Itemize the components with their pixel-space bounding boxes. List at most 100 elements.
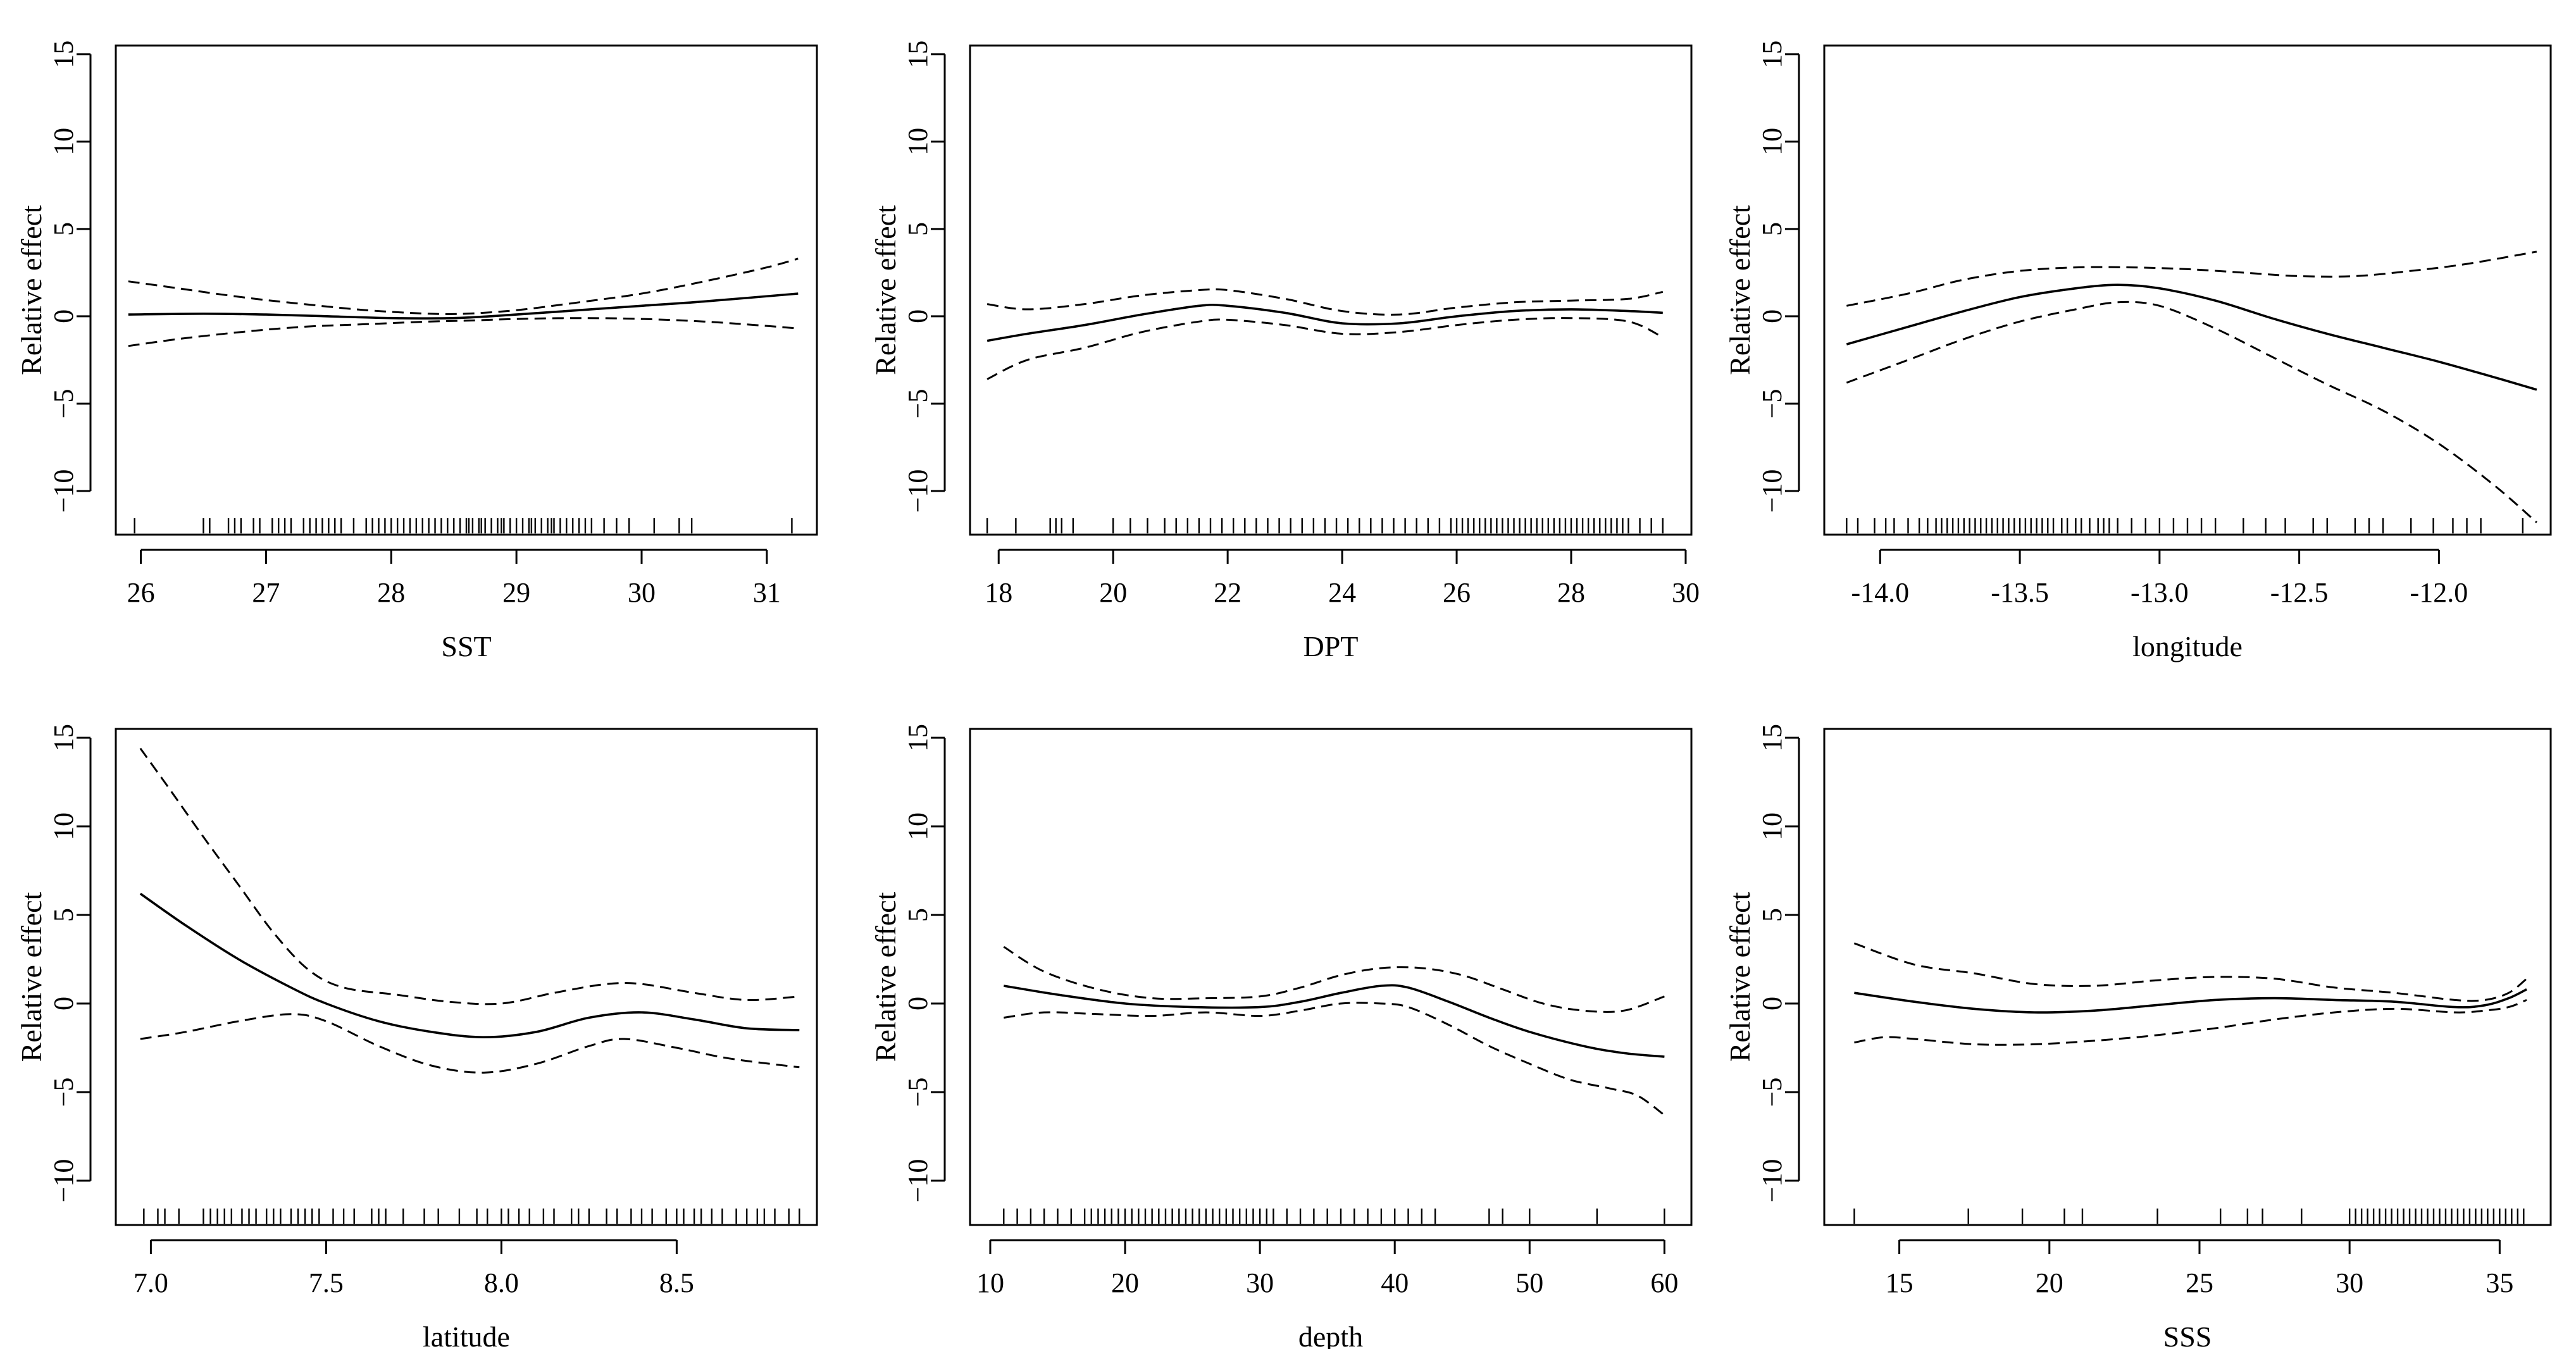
x-tick-label: 8.5 — [659, 1267, 694, 1298]
x-tick-label: 30 — [1672, 577, 1700, 608]
y-tick-label: 5 — [48, 222, 79, 236]
y-tick-label: 10 — [902, 128, 933, 156]
curve-upper — [1853, 942, 2527, 1002]
x-tick-label: 8.0 — [484, 1267, 519, 1298]
x-tick-label: 18 — [985, 577, 1012, 608]
y-axis-label: Relative effect — [1724, 892, 1756, 1062]
x-tick-label: -12.0 — [2410, 577, 2468, 608]
x-tick-label: -13.5 — [1991, 577, 2049, 608]
smooth-curves — [986, 288, 1664, 380]
y-tick-label: −5 — [1757, 1078, 1788, 1107]
x-tick-label: 7.5 — [309, 1267, 344, 1298]
y-tick-label: 0 — [1757, 997, 1788, 1010]
y-tick-label: −5 — [48, 1078, 79, 1107]
x-axis-label: longitude — [2132, 630, 2243, 662]
y-axis-label: Relative effect — [15, 205, 47, 375]
x-axis-label: SST — [441, 630, 491, 662]
y-tick-label: 15 — [902, 40, 933, 68]
panel-longitude: −10 −5 0 5 10 15 -14.0 -13.5 -13.0 -12.5 -12.0 lo… — [1724, 40, 2552, 662]
x-axis: -14.0 -13.5 -13.0 -12.5 -12.0 — [1851, 549, 2468, 608]
curve-lower — [128, 317, 799, 347]
y-tick-label: 0 — [902, 309, 933, 323]
curve-upper — [1846, 251, 2537, 307]
y-tick-label: 5 — [902, 222, 933, 236]
y-tick-label: −5 — [902, 1078, 933, 1107]
x-tick-label: 30 — [1246, 1267, 1274, 1298]
x-tick-label: 30 — [2336, 1267, 2363, 1298]
y-tick-label: −5 — [902, 389, 933, 419]
y-tick-label: 15 — [1757, 40, 1788, 68]
y-axis-label: Relative effect — [15, 892, 47, 1062]
y-tick-label: 0 — [1757, 309, 1788, 323]
y-tick-label: 0 — [48, 309, 79, 323]
y-tick-label: 5 — [48, 908, 79, 922]
y-axis-label: Relative effect — [869, 892, 902, 1062]
x-tick-label: 20 — [1111, 1267, 1139, 1298]
curve-fit — [128, 292, 799, 320]
rug-marks — [986, 518, 1664, 533]
rug-marks — [134, 518, 793, 533]
rug-marks — [143, 1209, 800, 1224]
y-tick-label: 0 — [902, 997, 933, 1010]
x-axis-label: latitude — [423, 1321, 510, 1349]
curve-fit — [139, 892, 800, 1039]
plot-frame — [115, 728, 818, 1226]
x-tick-label: 28 — [1557, 577, 1585, 608]
y-axis: −10 −5 0 5 10 15 — [48, 724, 92, 1203]
plot-frame — [1823, 44, 2552, 536]
y-axis-label: Relative effect — [1724, 205, 1756, 375]
panel-sst: −10 −5 0 5 10 15 26 27 28 29 30 31 SST Relative ef… — [15, 40, 818, 662]
curve-upper — [139, 747, 800, 1005]
y-tick-label: −10 — [1757, 469, 1788, 513]
x-tick-label: 24 — [1328, 577, 1356, 608]
x-tick-label: 22 — [1214, 577, 1241, 608]
curve-fit — [1004, 984, 1665, 1058]
rug-marks — [1846, 518, 2524, 533]
curve-upper — [986, 288, 1664, 316]
x-axis-label: depth — [1298, 1321, 1363, 1349]
x-tick-label: 10 — [976, 1267, 1004, 1298]
x-axis-label: DPT — [1304, 630, 1359, 662]
x-tick-label: 30 — [628, 577, 656, 608]
x-tick-label: 29 — [502, 577, 530, 608]
y-tick-label: 15 — [902, 724, 933, 752]
smooth-curves — [1003, 946, 1665, 1116]
y-axis: −10 −5 0 5 10 15 — [48, 40, 92, 513]
plot-frame — [969, 728, 1693, 1226]
x-axis-label: SSS — [2163, 1321, 2212, 1349]
y-tick-label: 0 — [48, 997, 79, 1010]
y-tick-label: 5 — [1757, 908, 1788, 922]
y-axis: −10 −5 0 5 10 15 — [902, 724, 946, 1202]
x-tick-label: 15 — [1886, 1267, 1913, 1298]
y-axis: −10 −5 0 5 10 15 — [902, 40, 946, 513]
y-tick-label: 10 — [48, 128, 79, 156]
x-tick-label: 25 — [2186, 1267, 2213, 1298]
x-tick-label: 20 — [1099, 577, 1127, 608]
curve-lower — [1846, 301, 2537, 523]
panel-latitude: −10 −5 0 5 10 15 7.0 7.5 8.0 8.5 latitude Relati… — [15, 724, 818, 1349]
y-axis: −10 −5 0 5 10 15 — [1757, 724, 1800, 1202]
y-axis: −10 −5 0 5 10 15 — [1757, 40, 1800, 513]
curve-fit — [1854, 988, 2527, 1014]
smooth-curves — [1846, 251, 2537, 523]
x-tick-label: 28 — [377, 577, 405, 608]
y-tick-label: −10 — [48, 1159, 79, 1203]
y-axis-label: Relative effect — [869, 205, 902, 375]
panel-sss: −10 −5 0 5 10 15 15 20 25 30 35 SSS Relative effe… — [1724, 724, 2552, 1349]
x-axis: 15 20 25 30 35 — [1886, 1239, 2513, 1298]
x-tick-label: 60 — [1650, 1267, 1678, 1298]
y-tick-label: −5 — [48, 389, 79, 419]
x-tick-label: -14.0 — [1851, 577, 1909, 608]
x-tick-label: -12.5 — [2270, 577, 2329, 608]
x-tick-label: 26 — [127, 577, 155, 608]
y-tick-label: 5 — [902, 908, 933, 922]
curve-lower — [140, 1013, 800, 1074]
smooth-curves — [1853, 942, 2527, 1046]
x-tick-label: 50 — [1515, 1267, 1543, 1298]
x-axis: 26 27 28 29 30 31 — [127, 549, 781, 608]
y-tick-label: −10 — [902, 469, 933, 513]
curve-upper — [1003, 946, 1665, 1013]
plot-frame — [115, 44, 818, 536]
